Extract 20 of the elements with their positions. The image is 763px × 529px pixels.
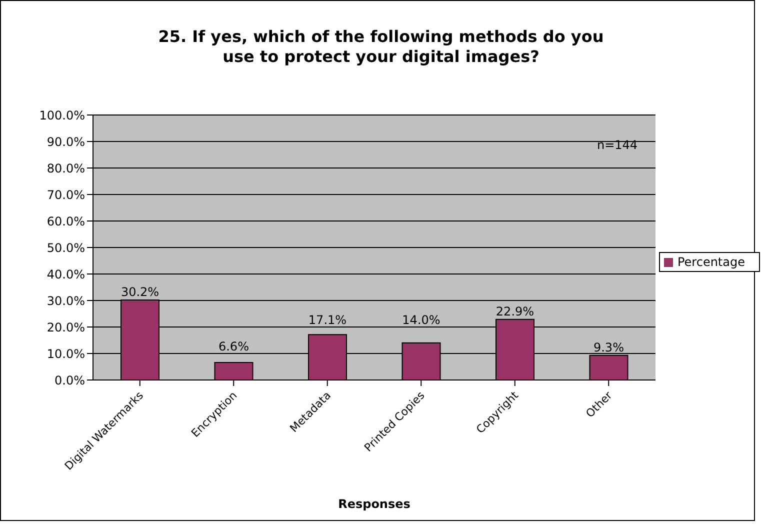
data-label: 17.1%	[308, 313, 347, 327]
data-label: 30.2%	[120, 284, 160, 299]
y-tick-label: 100.0%	[39, 108, 85, 122]
y-tick-label: 30.0%	[46, 294, 85, 308]
y-tick-label: 0.0%	[54, 373, 85, 388]
legend-label: Percentage	[677, 254, 745, 268]
y-tick-label: 50.0%	[46, 240, 85, 255]
y-tick-label: 90.0%	[46, 134, 85, 149]
y-tick-label: 10.0%	[46, 346, 85, 361]
data-label: 22.9%	[496, 304, 534, 318]
y-tick-label: 40.0%	[46, 267, 85, 282]
data-label: 6.6%	[218, 340, 249, 354]
chart-title: 25. If yes, which of the following methods do you use to protect your digital images?	[157, 27, 605, 67]
y-tick-label: 20.0%	[46, 320, 85, 334]
data-label: 14.0%	[402, 313, 440, 327]
y-tick-label: 80.0%	[46, 161, 85, 176]
y-tick-label: 70.0%	[46, 188, 85, 202]
y-tick-label: 60.0%	[46, 214, 85, 228]
data-label: 9.3%	[593, 340, 624, 354]
x-axis-title: Responses	[338, 497, 410, 511]
